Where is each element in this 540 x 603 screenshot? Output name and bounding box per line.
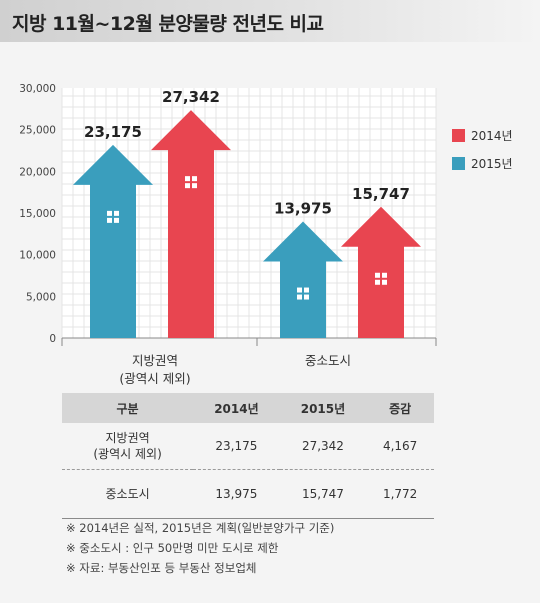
table-header-cell: 증감 <box>366 393 434 423</box>
page-title: 지방 11월~12월 분양물량 전년도 비교 <box>12 13 324 35</box>
window-icon <box>185 176 190 182</box>
data-table: 구분 2014년 2015년 증감 지방권역 (광역시 제외) 23,175 2… <box>62 393 434 519</box>
table-cell: 4,167 <box>366 423 434 470</box>
window-icon <box>304 294 309 300</box>
bar-chart: 0 5,000 10,000 15,000 20,000 25,000 30,000 23,1… <box>19 83 437 346</box>
table-row: 지방권역 (광역시 제외) 23,175 27,342 4,167 <box>62 423 434 470</box>
table-cell: 13,975 <box>193 469 280 519</box>
category-label-0: 지방권역 (광역시 제외) <box>100 352 210 388</box>
window-icon <box>192 176 197 182</box>
y-tick-label: 25,000 <box>19 125 56 137</box>
table-header-cell: 2015년 <box>279 393 367 423</box>
window-icon <box>192 183 197 189</box>
y-tick-label: 15,000 <box>19 208 56 220</box>
window-icon <box>114 217 119 223</box>
footnote: ※ 중소도시 : 인구 50만명 미만 도시로 제한 <box>66 541 279 555</box>
category-label-1: 중소도시 <box>288 352 368 370</box>
category-label-1-text: 중소도시 <box>304 353 351 368</box>
category-label-0-text: 지방권역 (광역시 제외) <box>119 353 191 386</box>
bar-0-1 <box>151 110 231 339</box>
y-tick-label: 20,000 <box>19 166 56 178</box>
data-label-1-1: 15,747 <box>352 185 410 203</box>
table-cell: 27,342 <box>279 423 367 470</box>
legend-item-1: 2015년 <box>452 155 513 172</box>
footnote: ※ 2014년은 실적, 2015년은 계획(일반분양가구 기준) <box>66 521 335 535</box>
window-icon <box>297 287 302 293</box>
y-tick-label: 0 <box>49 333 56 345</box>
legend-swatch-0 <box>452 129 465 142</box>
table-header-row: 구분 2014년 2015년 증감 <box>62 393 434 423</box>
window-icon <box>114 210 119 216</box>
table-header-cell: 구분 <box>62 393 194 423</box>
footnotes: ※ 2014년은 실적, 2015년은 계획(일반분양가구 기준) ※ 중소도시… <box>66 518 334 578</box>
window-icon <box>107 217 112 223</box>
table-row: 중소도시 13,975 15,747 1,772 <box>62 469 434 519</box>
window-icon <box>382 279 387 285</box>
window-icon <box>375 279 380 285</box>
table-header-cell: 2014년 <box>193 393 280 423</box>
window-icon <box>375 272 380 278</box>
table-row-label: 중소도시 <box>62 469 194 519</box>
table-cell: 1,772 <box>366 469 434 519</box>
window-icon <box>185 183 190 189</box>
table-cell: 15,747 <box>279 469 367 519</box>
window-icon <box>107 210 112 216</box>
bar-1-0 <box>263 221 343 338</box>
legend-label-0: 2014년 <box>471 129 513 143</box>
legend-swatch-1 <box>452 157 465 170</box>
title-bar: 지방 11월~12월 분양물량 전년도 비교 <box>0 0 540 42</box>
y-tick-label: 30,000 <box>19 83 56 95</box>
window-icon <box>382 272 387 278</box>
y-tick-label: 10,000 <box>19 250 56 262</box>
legend-label-1: 2015년 <box>471 157 513 171</box>
table-cell: 23,175 <box>193 423 280 470</box>
y-tick-label: 5,000 <box>26 291 56 303</box>
window-icon <box>304 287 309 293</box>
data-label-0-1: 27,342 <box>162 88 220 106</box>
table-row-label: 지방권역 (광역시 제외) <box>62 423 194 470</box>
window-icon <box>297 294 302 300</box>
data-label-0-0: 23,175 <box>84 123 142 141</box>
data-label-1-0: 13,975 <box>274 200 332 218</box>
bar-0-0 <box>73 144 153 338</box>
bar-1-1 <box>341 206 421 338</box>
footnote: ※ 자료: 부동산인포 등 부동산 정보업체 <box>66 561 257 575</box>
legend-item-0: 2014년 <box>452 127 513 144</box>
